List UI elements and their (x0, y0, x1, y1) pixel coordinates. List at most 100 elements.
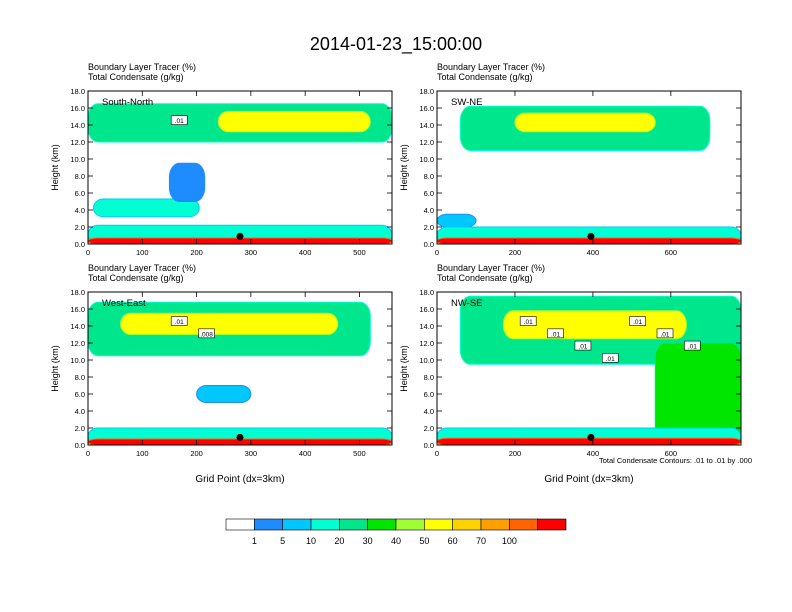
y-tick-label: 18.0 (70, 288, 85, 297)
x-tick-label: 300 (245, 449, 258, 458)
y-tick-label: 14.0 (419, 322, 434, 331)
panel-3: Boundary Layer Tracer (%)Total Condensat… (50, 263, 393, 485)
y-tick-label: 12.0 (70, 339, 85, 348)
y-tick-label: 16.0 (70, 305, 85, 314)
contour-label: .01 (524, 319, 533, 326)
y-tick-label: 6.0 (424, 189, 434, 198)
contour-label-box (574, 340, 592, 351)
y-tick-label: 12.0 (419, 138, 434, 147)
fill-layer (92, 198, 200, 218)
colorbar-label: 50 (419, 536, 429, 546)
panel-subtitle-tracer: Boundary Layer Tracer (%) (88, 62, 196, 72)
colorbar-label: 60 (448, 536, 458, 546)
contour-label-box (170, 316, 188, 326)
colorbar-swatch (452, 518, 482, 531)
panel-subtitle-condensate: Total Condensate (g/kg) (437, 72, 533, 82)
colorbar-label: 30 (363, 536, 373, 546)
location-marker (236, 232, 244, 240)
y-tick-label: 12.0 (419, 339, 434, 348)
y-axis-label: Height (km) (50, 345, 60, 392)
y-tick-label: 6.0 (75, 390, 85, 399)
y-tick-label: 16.0 (419, 104, 434, 113)
colorbar-label: 1 (252, 536, 257, 546)
fill-layer (437, 213, 477, 228)
y-tick-label: 4.0 (424, 407, 434, 416)
x-axis-label: Grid Point (dx=3km) (544, 474, 633, 485)
y-tick-label: 8.0 (424, 373, 434, 382)
x-tick-label: 400 (587, 449, 600, 458)
fill-layer (196, 385, 252, 403)
contour-label: .01 (633, 319, 642, 326)
colorbar-swatch (395, 518, 425, 531)
panel-label: SW-NE (451, 97, 483, 108)
x-tick-label: 400 (587, 248, 600, 257)
x-tick-label: 200 (509, 449, 522, 458)
y-tick-label: 18.0 (419, 87, 434, 96)
y-tick-label: 12.0 (70, 138, 85, 147)
x-tick-label: 0 (435, 248, 439, 257)
x-tick-label: 400 (299, 248, 312, 257)
y-tick-label: 10.0 (419, 155, 434, 164)
contour-label-box (547, 328, 564, 339)
contour-label: .01 (175, 118, 184, 125)
x-tick-label: 400 (299, 449, 312, 458)
colorbar-swatch (424, 518, 453, 531)
contour-label: .01 (175, 319, 184, 326)
x-tick-label: 200 (190, 248, 203, 257)
panel-2: Boundary Layer Tracer (%)Total Condensat… (399, 62, 742, 257)
colorbar-swatch (282, 518, 312, 531)
y-tick-label: 4.0 (424, 206, 434, 215)
y-tick-label: 4.0 (75, 407, 85, 416)
colorbar-label: 5 (280, 536, 285, 546)
y-tick-label: 0.0 (75, 240, 85, 249)
x-tick-label: 600 (665, 248, 678, 257)
y-tick-label: 18.0 (419, 288, 434, 297)
panel-frame (436, 90, 742, 245)
y-tick-label: 2.0 (75, 223, 85, 232)
colorbar-swatch (537, 518, 567, 531)
panel-4: Boundary Layer Tracer (%)Total Condensat… (399, 263, 742, 485)
panel-frame (87, 90, 393, 245)
y-axis-label: Height (km) (399, 144, 409, 191)
panel-label: West-East (102, 298, 146, 309)
x-tick-label: 100 (136, 449, 149, 458)
panel-fill-layers (437, 105, 741, 244)
panel-label: South-North (102, 97, 153, 108)
contour-label-box (684, 340, 701, 351)
x-tick-label: 600 (665, 449, 678, 458)
contour-label-box (170, 115, 188, 125)
contour-label: .01 (660, 331, 669, 338)
y-tick-label: 0.0 (424, 441, 434, 450)
fill-layer (514, 112, 656, 133)
location-marker (587, 232, 595, 240)
y-tick-label: 6.0 (75, 189, 85, 198)
location-marker (236, 433, 244, 441)
colorbar-swatch (367, 518, 397, 531)
colorbar-swatch (254, 518, 283, 531)
fill-layer (120, 312, 339, 335)
figure-title: 2014-01-23_15:00:00 (310, 34, 482, 55)
y-tick-label: 14.0 (70, 121, 85, 130)
y-tick-label: 10.0 (70, 155, 85, 164)
contour-label-box (198, 328, 215, 339)
fill-layer (168, 162, 206, 202)
x-tick-label: 300 (245, 248, 258, 257)
location-marker (587, 433, 595, 441)
x-tick-label: 0 (86, 449, 90, 458)
colorbar-swatch (339, 518, 368, 531)
panel-fill-layers (88, 103, 392, 244)
x-tick-label: 500 (353, 248, 366, 257)
y-tick-label: 14.0 (419, 121, 434, 130)
panel-1: Boundary Layer Tracer (%)Total Condensat… (50, 62, 393, 257)
panel-subtitle-condensate: Total Condensate (g/kg) (88, 72, 184, 82)
x-tick-label: 200 (509, 248, 522, 257)
y-tick-label: 10.0 (70, 356, 85, 365)
y-tick-label: 14.0 (70, 322, 85, 331)
y-tick-label: 8.0 (75, 172, 85, 181)
colorbar-swatch (225, 518, 255, 531)
y-tick-label: 2.0 (424, 424, 434, 433)
colorbar-label: 100 (502, 536, 517, 546)
colorbar-label: 10 (306, 536, 316, 546)
panels: Boundary Layer Tracer (%)Total Condensat… (50, 62, 742, 485)
